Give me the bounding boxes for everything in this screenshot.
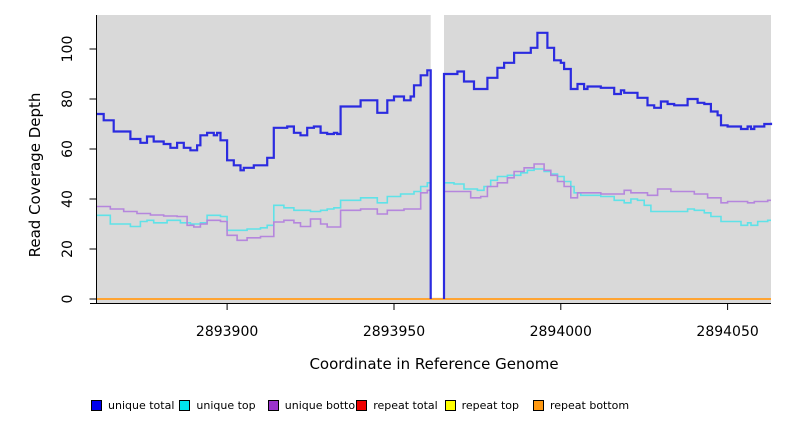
x-tick-label: 2894000 <box>530 324 592 340</box>
coverage-gap-band <box>430 15 444 298</box>
legend-label-unique-total: unique total <box>108 399 175 412</box>
y-tick-label: 20 <box>60 240 76 258</box>
y-tick-label: 60 <box>60 140 76 158</box>
y-axis-title: Read Coverage Depth <box>26 92 44 258</box>
legend-item-unique-top: unique top <box>179 399 256 412</box>
legend-item-repeat-total: repeat total <box>356 399 438 412</box>
x-axis-title: Coordinate in Reference Genome <box>309 355 559 373</box>
legend-item-repeat-top: repeat top <box>444 399 519 412</box>
legend-swatch-unique-bottom <box>267 400 279 411</box>
x-tick-label: 2894050 <box>696 324 758 340</box>
legend-label-unique-bottom: unique bottom <box>284 399 366 412</box>
series-unique-top <box>97 182 431 232</box>
legend-swatch-repeat-top <box>444 400 456 411</box>
legend-swatch-unique-top <box>179 400 191 411</box>
legend-label-repeat-top: repeat top <box>461 399 519 412</box>
y-tick-label: 40 <box>60 190 76 208</box>
series-unique-top <box>444 168 771 227</box>
legend-label-repeat-total: repeat total <box>373 399 438 412</box>
legend-item-repeat-bottom: repeat bottom <box>533 399 629 412</box>
legend-label-repeat-bottom: repeat bottom <box>550 399 630 412</box>
legend-swatch-repeat-total <box>356 400 368 411</box>
series-unique-bottom <box>97 189 431 242</box>
x-tick-label: 2893950 <box>363 324 425 340</box>
y-tick-label: 80 <box>60 90 76 108</box>
series-unique-total <box>442 31 773 299</box>
x-tick-label: 2893900 <box>196 324 258 340</box>
series-unique-bottom <box>444 163 771 204</box>
legend-item-unique-total: unique total <box>91 399 174 412</box>
legend-swatch-repeat-bottom <box>533 400 544 411</box>
legend-item-unique-bottom: unique bottom <box>267 399 366 412</box>
legend-swatch-unique-total <box>91 400 102 411</box>
legend: unique total unique top unique bottom repea… <box>0 399 792 415</box>
series-unique-total <box>97 69 432 299</box>
y-tick-label: 100 <box>60 36 76 63</box>
legend-label-unique-top: unique top <box>196 399 256 412</box>
y-tick-label: 0 <box>60 295 76 304</box>
